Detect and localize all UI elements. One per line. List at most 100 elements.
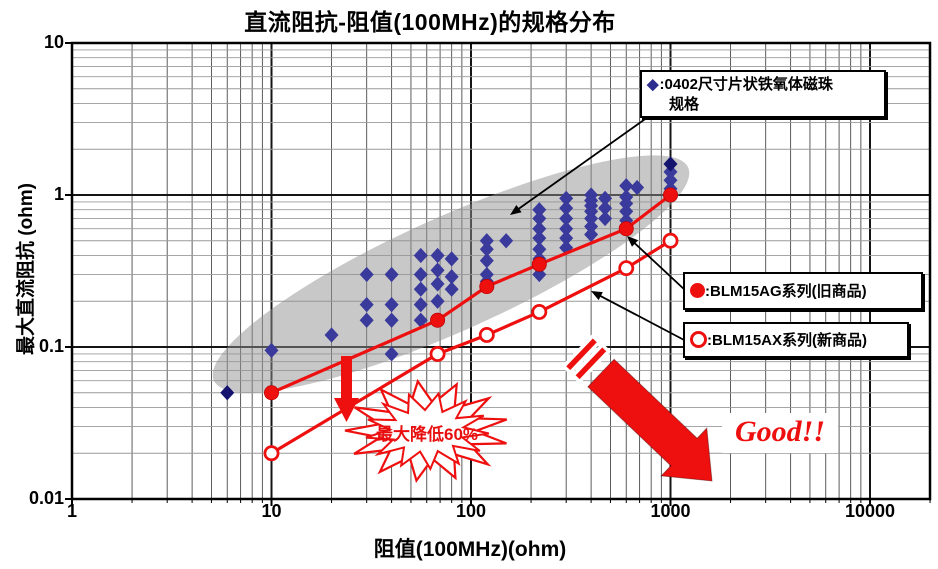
x-tick-label: 100 bbox=[455, 501, 487, 521]
legend-blm15ax-label: :BLM15AX系列(新商品) bbox=[707, 332, 867, 349]
starburst-shape bbox=[344, 378, 508, 484]
down-arrow-shape bbox=[334, 356, 359, 422]
blm15ag-line bbox=[263, 187, 679, 401]
scatter-diamond bbox=[430, 293, 445, 309]
legend-0402-ferrite-beads: ◆:0402尺寸片状铁氧体磁珠 规格 bbox=[640, 70, 886, 118]
scatter-diamond bbox=[559, 221, 574, 237]
blm15ag-line-point bbox=[263, 385, 279, 401]
scatter-diamond bbox=[359, 297, 374, 313]
scatter-diamond bbox=[413, 281, 428, 297]
scatter-diamond bbox=[444, 269, 459, 285]
scatter-diamond bbox=[359, 266, 374, 283]
scatter-diamond bbox=[619, 178, 634, 194]
blm15ag-line-point bbox=[430, 312, 446, 328]
x-tick-label: 1 bbox=[66, 501, 77, 521]
annotation-arrow-line bbox=[595, 292, 687, 342]
scatter-diamond bbox=[559, 200, 574, 216]
annotation-arrow-head bbox=[510, 204, 522, 215]
scatter-diamond bbox=[532, 230, 547, 246]
good-label: Good!! bbox=[722, 413, 838, 453]
scatter-diamond bbox=[619, 203, 634, 220]
annotation-arrow-head bbox=[627, 236, 639, 247]
scatter-diamond bbox=[559, 210, 574, 227]
scatter-series-0402 bbox=[220, 156, 678, 401]
annotation-arrow-line bbox=[630, 239, 687, 292]
diamond-marker-icon: ◆ bbox=[647, 76, 659, 93]
legend-blm15ax-series: :BLM15AX系列(新商品) bbox=[683, 322, 909, 358]
open-circle-marker-icon bbox=[690, 331, 707, 348]
scatter-diamond bbox=[384, 312, 399, 328]
blm15ax-line-point bbox=[662, 232, 679, 249]
y-tick-label: 0.01 bbox=[28, 488, 64, 508]
chart-title: 直流阻抗-阻值(100MHz)的规格分布 bbox=[244, 9, 616, 35]
starburst-inner bbox=[365, 391, 490, 472]
scatter-diamond bbox=[413, 266, 428, 283]
blm15ax-line-point bbox=[263, 445, 280, 462]
scatter-diamond bbox=[479, 253, 494, 269]
blm15ax-line-point bbox=[429, 346, 446, 362]
x-tick-label: 1000 bbox=[650, 501, 691, 521]
scatter-diamond bbox=[532, 266, 547, 283]
scatter-diamond bbox=[479, 241, 494, 257]
y-tick-label: 10 bbox=[43, 32, 64, 52]
good-arrow-tail-stripe bbox=[570, 342, 612, 385]
blm15ax-line-point bbox=[618, 260, 635, 277]
scatter-diamond bbox=[479, 233, 494, 249]
blm15ag-line-point bbox=[618, 221, 634, 237]
scatter-diamond bbox=[663, 164, 678, 180]
scatter-diamond bbox=[444, 251, 459, 267]
blm15ag-line-point bbox=[531, 256, 547, 272]
good-arrow-body bbox=[587, 358, 713, 482]
blm15ag-line-point bbox=[479, 279, 495, 295]
scatter-diamond bbox=[499, 233, 514, 249]
scatter-diamond bbox=[598, 190, 613, 206]
scatter-diamond bbox=[413, 312, 428, 328]
scatter-diamond bbox=[532, 210, 547, 227]
scatter-diamond bbox=[532, 221, 547, 237]
scatter-diamond bbox=[430, 247, 445, 264]
blm15ag-line-path bbox=[270, 193, 672, 395]
scatter-diamond bbox=[630, 179, 645, 196]
y-tick-label: 0.1 bbox=[38, 336, 64, 356]
scatter-diamond bbox=[413, 247, 428, 264]
scatter-diamond bbox=[559, 190, 574, 206]
scatter-diamond bbox=[559, 230, 574, 246]
max-reduction-burst-label: 最大降低60% bbox=[375, 425, 479, 444]
y-tick-label: 1 bbox=[53, 184, 64, 204]
blm15ax-line-point bbox=[478, 327, 495, 343]
scatter-diamond bbox=[384, 297, 399, 313]
x-tick-label: 10000 bbox=[844, 501, 896, 521]
annotation-arrow-line bbox=[514, 116, 649, 213]
scatter-diamond bbox=[413, 297, 428, 313]
filled-circle-marker-icon bbox=[690, 283, 705, 298]
scatter-diamond bbox=[619, 195, 634, 212]
good-arrow-shape bbox=[561, 333, 713, 482]
annotation-arrow-head bbox=[591, 291, 603, 301]
scatter-diamond bbox=[264, 342, 279, 358]
blm15ag-line-point bbox=[663, 187, 679, 203]
legend-0402-label-line1: :0402尺寸片状铁氧体磁珠 bbox=[659, 76, 833, 93]
scatter-diamond bbox=[384, 346, 399, 362]
blm15ax-line bbox=[263, 232, 679, 462]
scatter-diamond bbox=[663, 156, 678, 172]
scatter-diamond bbox=[598, 210, 613, 227]
scatter-diamond bbox=[220, 385, 235, 401]
plot-border bbox=[70, 41, 932, 501]
blm15ax-line-path bbox=[270, 239, 672, 455]
scatter-diamond bbox=[430, 262, 445, 278]
scatter-diamond bbox=[663, 172, 678, 188]
good-arrow-tail-stripe bbox=[561, 333, 602, 376]
scatter-diamond bbox=[324, 327, 339, 343]
scatter-diamond bbox=[584, 210, 599, 227]
scatter-diamond bbox=[532, 241, 547, 257]
scatter-diamond bbox=[444, 281, 459, 297]
x-tick-label: 10 bbox=[261, 501, 282, 521]
x-axis-title: 阻值(100MHz)(ohm) bbox=[373, 538, 567, 561]
scatter-diamond bbox=[359, 312, 374, 328]
blm15ax-line-point bbox=[531, 304, 548, 320]
legend-blm15ag-series: :BLM15AG系列(旧商品) bbox=[683, 272, 923, 310]
scatter-diamond bbox=[584, 226, 599, 243]
legend-pointer-arrows bbox=[510, 116, 687, 342]
scatter-diamond bbox=[584, 218, 599, 235]
